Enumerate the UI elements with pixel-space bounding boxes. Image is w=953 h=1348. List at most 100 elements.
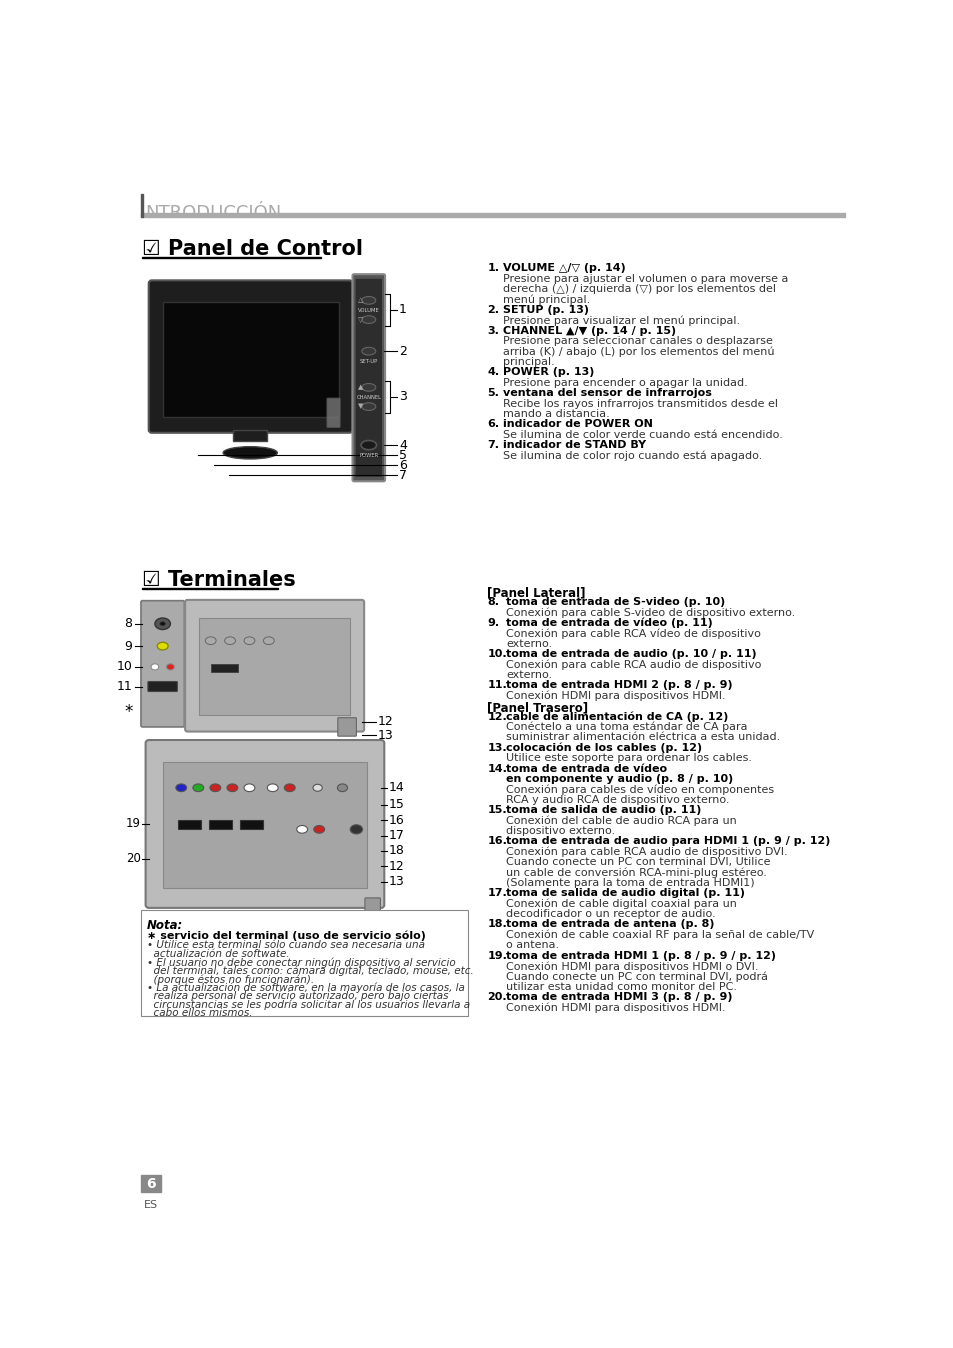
Text: • El usuario no debe conectar ningún dispositivo al servicio: • El usuario no debe conectar ningún dis… xyxy=(147,957,456,968)
Ellipse shape xyxy=(157,642,168,650)
Text: POWER: POWER xyxy=(358,453,378,458)
Text: en componente y audio (p. 8 / p. 10): en componente y audio (p. 8 / p. 10) xyxy=(505,774,733,785)
Text: Conexión HDMI para dispositivos HDMI.: Conexión HDMI para dispositivos HDMI. xyxy=(505,690,725,701)
Text: 6: 6 xyxy=(146,1177,155,1190)
Text: Conexión para cable RCA vídeo de dispositivo: Conexión para cable RCA vídeo de disposi… xyxy=(505,628,760,639)
Text: utilizar esta unidad como monitor del PC.: utilizar esta unidad como monitor del PC… xyxy=(505,981,737,992)
Text: Nota:: Nota: xyxy=(147,919,183,933)
FancyBboxPatch shape xyxy=(327,398,340,427)
Text: 5.: 5. xyxy=(487,388,498,398)
Bar xyxy=(233,430,267,441)
Text: 16.: 16. xyxy=(487,836,507,847)
Ellipse shape xyxy=(151,663,158,670)
Bar xyxy=(141,910,468,1016)
Text: ▽: ▽ xyxy=(358,317,363,322)
Text: 12: 12 xyxy=(377,714,393,728)
Text: ▼: ▼ xyxy=(358,403,363,410)
Text: indicador de STAND BY: indicador de STAND BY xyxy=(502,439,645,450)
Text: Conexión para cables de vídeo en componentes: Conexión para cables de vídeo en compone… xyxy=(505,785,773,795)
Ellipse shape xyxy=(244,636,254,644)
Text: 10.: 10. xyxy=(487,650,506,659)
Text: toma de entrada de audio (p. 10 / p. 11): toma de entrada de audio (p. 10 / p. 11) xyxy=(505,650,756,659)
Text: suministrar alimentación eléctrica a esta unidad.: suministrar alimentación eléctrica a est… xyxy=(505,732,780,743)
Bar xyxy=(162,302,338,418)
Text: Se ilumina de color rojo cuando está apagado.: Se ilumina de color rojo cuando está apa… xyxy=(502,450,761,461)
Text: 8.: 8. xyxy=(487,597,498,607)
Text: realiza personal de servicio autorizado, pero bajo ciertas: realiza personal de servicio autorizado,… xyxy=(147,991,448,1002)
Text: Conéctelo a una toma estándar de CA para: Conéctelo a una toma estándar de CA para xyxy=(505,723,747,732)
Text: ☑ Terminales: ☑ Terminales xyxy=(142,570,296,590)
Text: 5: 5 xyxy=(398,449,407,461)
Ellipse shape xyxy=(314,825,324,833)
Text: toma de entrada de antena (p. 8): toma de entrada de antena (p. 8) xyxy=(505,919,714,929)
Text: Conexión para cable S-video de dispositivo externo.: Conexión para cable S-video de dispositi… xyxy=(505,608,795,619)
Text: NTRODUCCIÓN: NTRODUCCIÓN xyxy=(146,204,281,222)
Bar xyxy=(211,663,237,671)
Bar xyxy=(199,617,350,716)
Ellipse shape xyxy=(337,785,347,791)
Text: Presione para seleccionar canales o desplazarse: Presione para seleccionar canales o desp… xyxy=(502,336,772,346)
Text: toma de entrada HDMI 3 (p. 8 / p. 9): toma de entrada HDMI 3 (p. 8 / p. 9) xyxy=(505,992,732,1002)
Text: 1: 1 xyxy=(398,303,407,317)
Text: RCA y audio RCA de dispositivo externo.: RCA y audio RCA de dispositivo externo. xyxy=(505,795,729,805)
Ellipse shape xyxy=(361,384,375,391)
Text: Se ilumina de color verde cuando está encendido.: Se ilumina de color verde cuando está en… xyxy=(502,430,781,439)
Text: decodificador o un receptor de audio.: decodificador o un receptor de audio. xyxy=(505,909,715,919)
FancyBboxPatch shape xyxy=(337,717,356,736)
Text: [Panel Lateral]: [Panel Lateral] xyxy=(487,586,585,600)
Text: • La actualización de software, en la mayoría de los casos, la: • La actualización de software, en la ma… xyxy=(147,983,464,993)
Text: indicador de POWER ON: indicador de POWER ON xyxy=(502,419,652,429)
Text: SET-UP: SET-UP xyxy=(359,359,377,364)
Text: 16: 16 xyxy=(389,814,404,826)
Text: ventana del sensor de infrarrojos: ventana del sensor de infrarrojos xyxy=(502,388,711,398)
Text: 3: 3 xyxy=(398,391,407,403)
Ellipse shape xyxy=(350,825,362,834)
Text: toma de entrada de S-video (p. 10): toma de entrada de S-video (p. 10) xyxy=(505,597,724,607)
Text: Conexión HDMI para dispositivos HDMI.: Conexión HDMI para dispositivos HDMI. xyxy=(505,1003,725,1014)
Text: VOLUME △/▽ (p. 14): VOLUME △/▽ (p. 14) xyxy=(502,263,625,274)
Text: *: * xyxy=(124,704,132,721)
FancyBboxPatch shape xyxy=(149,280,353,433)
Text: o antena.: o antena. xyxy=(505,941,558,950)
Text: 7.: 7. xyxy=(487,439,498,450)
Text: dispositivo externo.: dispositivo externo. xyxy=(505,826,615,836)
Text: 9: 9 xyxy=(125,639,132,652)
Text: derecha (△) / izquierda (▽) por los elementos del: derecha (△) / izquierda (▽) por los elem… xyxy=(502,284,775,294)
Bar xyxy=(141,1175,161,1192)
Text: ∗ servicio del terminal (uso de servicio sólo): ∗ servicio del terminal (uso de servicio… xyxy=(147,930,426,941)
Text: ▲: ▲ xyxy=(358,384,363,391)
Text: externo.: externo. xyxy=(505,670,552,679)
Text: toma de salida de audio digital (p. 11): toma de salida de audio digital (p. 11) xyxy=(505,888,744,898)
Bar xyxy=(141,213,843,217)
Ellipse shape xyxy=(223,446,277,458)
FancyBboxPatch shape xyxy=(141,601,184,727)
Text: Conexión de cable digital coaxial para un: Conexión de cable digital coaxial para u… xyxy=(505,899,736,909)
Text: 6: 6 xyxy=(398,458,407,472)
Text: 20: 20 xyxy=(126,852,141,865)
Text: un cable de conversión RCA-mini-plug estéreo.: un cable de conversión RCA-mini-plug est… xyxy=(505,868,766,878)
Ellipse shape xyxy=(227,785,237,791)
Text: 18.: 18. xyxy=(487,919,507,929)
Text: toma de entrada de vídeo: toma de entrada de vídeo xyxy=(505,763,666,774)
Text: ES: ES xyxy=(144,1201,158,1211)
Text: 4: 4 xyxy=(398,438,407,452)
Text: VOLUME: VOLUME xyxy=(357,307,379,313)
Text: 7: 7 xyxy=(398,469,407,481)
Ellipse shape xyxy=(313,785,322,791)
Text: actualización de softwate.: actualización de softwate. xyxy=(147,949,290,958)
Text: 2: 2 xyxy=(398,345,407,357)
Text: CHANNEL ▲/▼ (p. 14 / p. 15): CHANNEL ▲/▼ (p. 14 / p. 15) xyxy=(502,326,676,336)
FancyBboxPatch shape xyxy=(365,898,380,915)
Ellipse shape xyxy=(175,785,187,791)
Text: 15: 15 xyxy=(389,798,404,811)
Ellipse shape xyxy=(210,785,220,791)
Text: Conexión HDMI para dispositivos HDMI o DVI.: Conexión HDMI para dispositivos HDMI o D… xyxy=(505,961,758,972)
Text: mando a distancia.: mando a distancia. xyxy=(502,408,609,419)
Text: 4.: 4. xyxy=(487,368,499,377)
Text: Conexión para cable RCA audio de dispositivo DVI.: Conexión para cable RCA audio de disposi… xyxy=(505,847,787,857)
Text: Conexión del cable de audio RCA para un: Conexión del cable de audio RCA para un xyxy=(505,816,736,826)
Text: 9.: 9. xyxy=(487,617,499,628)
Text: toma de entrada HDMI 1 (p. 8 / p. 9 / p. 12): toma de entrada HDMI 1 (p. 8 / p. 9 / p.… xyxy=(505,950,775,961)
Text: Cuando conecte un PC con terminal DVI, Utilice: Cuando conecte un PC con terminal DVI, U… xyxy=(505,857,770,867)
Text: Conexión de cable coaxial RF para la señal de cable/TV: Conexión de cable coaxial RF para la señ… xyxy=(505,930,813,941)
